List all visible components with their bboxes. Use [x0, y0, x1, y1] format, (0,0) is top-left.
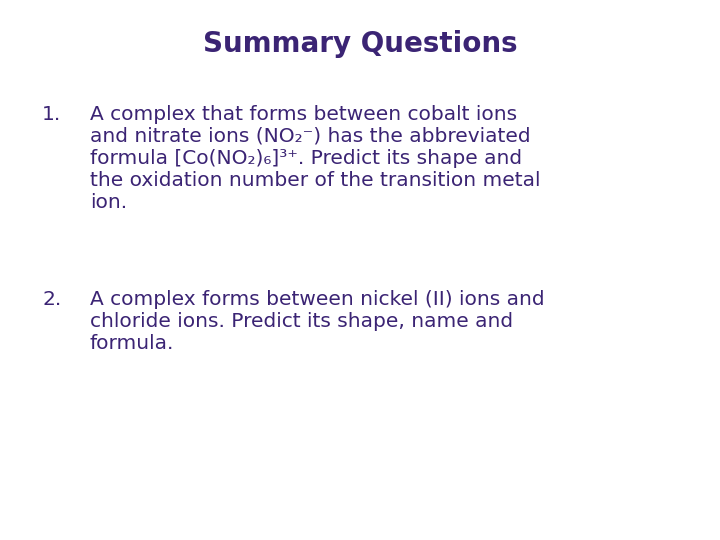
Text: 1.: 1. — [42, 105, 61, 124]
Text: ion.: ion. — [90, 193, 127, 212]
Text: A complex forms between nickel (II) ions and: A complex forms between nickel (II) ions… — [90, 290, 544, 309]
Text: A complex that forms between cobalt ions: A complex that forms between cobalt ions — [90, 105, 517, 124]
Text: and nitrate ions (NO₂⁻) has the abbreviated: and nitrate ions (NO₂⁻) has the abbrevia… — [90, 127, 531, 146]
Text: Summary Questions: Summary Questions — [203, 30, 517, 58]
Text: 2.: 2. — [42, 290, 61, 309]
Text: the oxidation number of the transition metal: the oxidation number of the transition m… — [90, 171, 541, 190]
Text: formula.: formula. — [90, 334, 174, 353]
Text: formula [Co(NO₂)₆]³⁺. Predict its shape and: formula [Co(NO₂)₆]³⁺. Predict its shape … — [90, 149, 522, 168]
Text: chloride ions. Predict its shape, name and: chloride ions. Predict its shape, name a… — [90, 312, 513, 331]
